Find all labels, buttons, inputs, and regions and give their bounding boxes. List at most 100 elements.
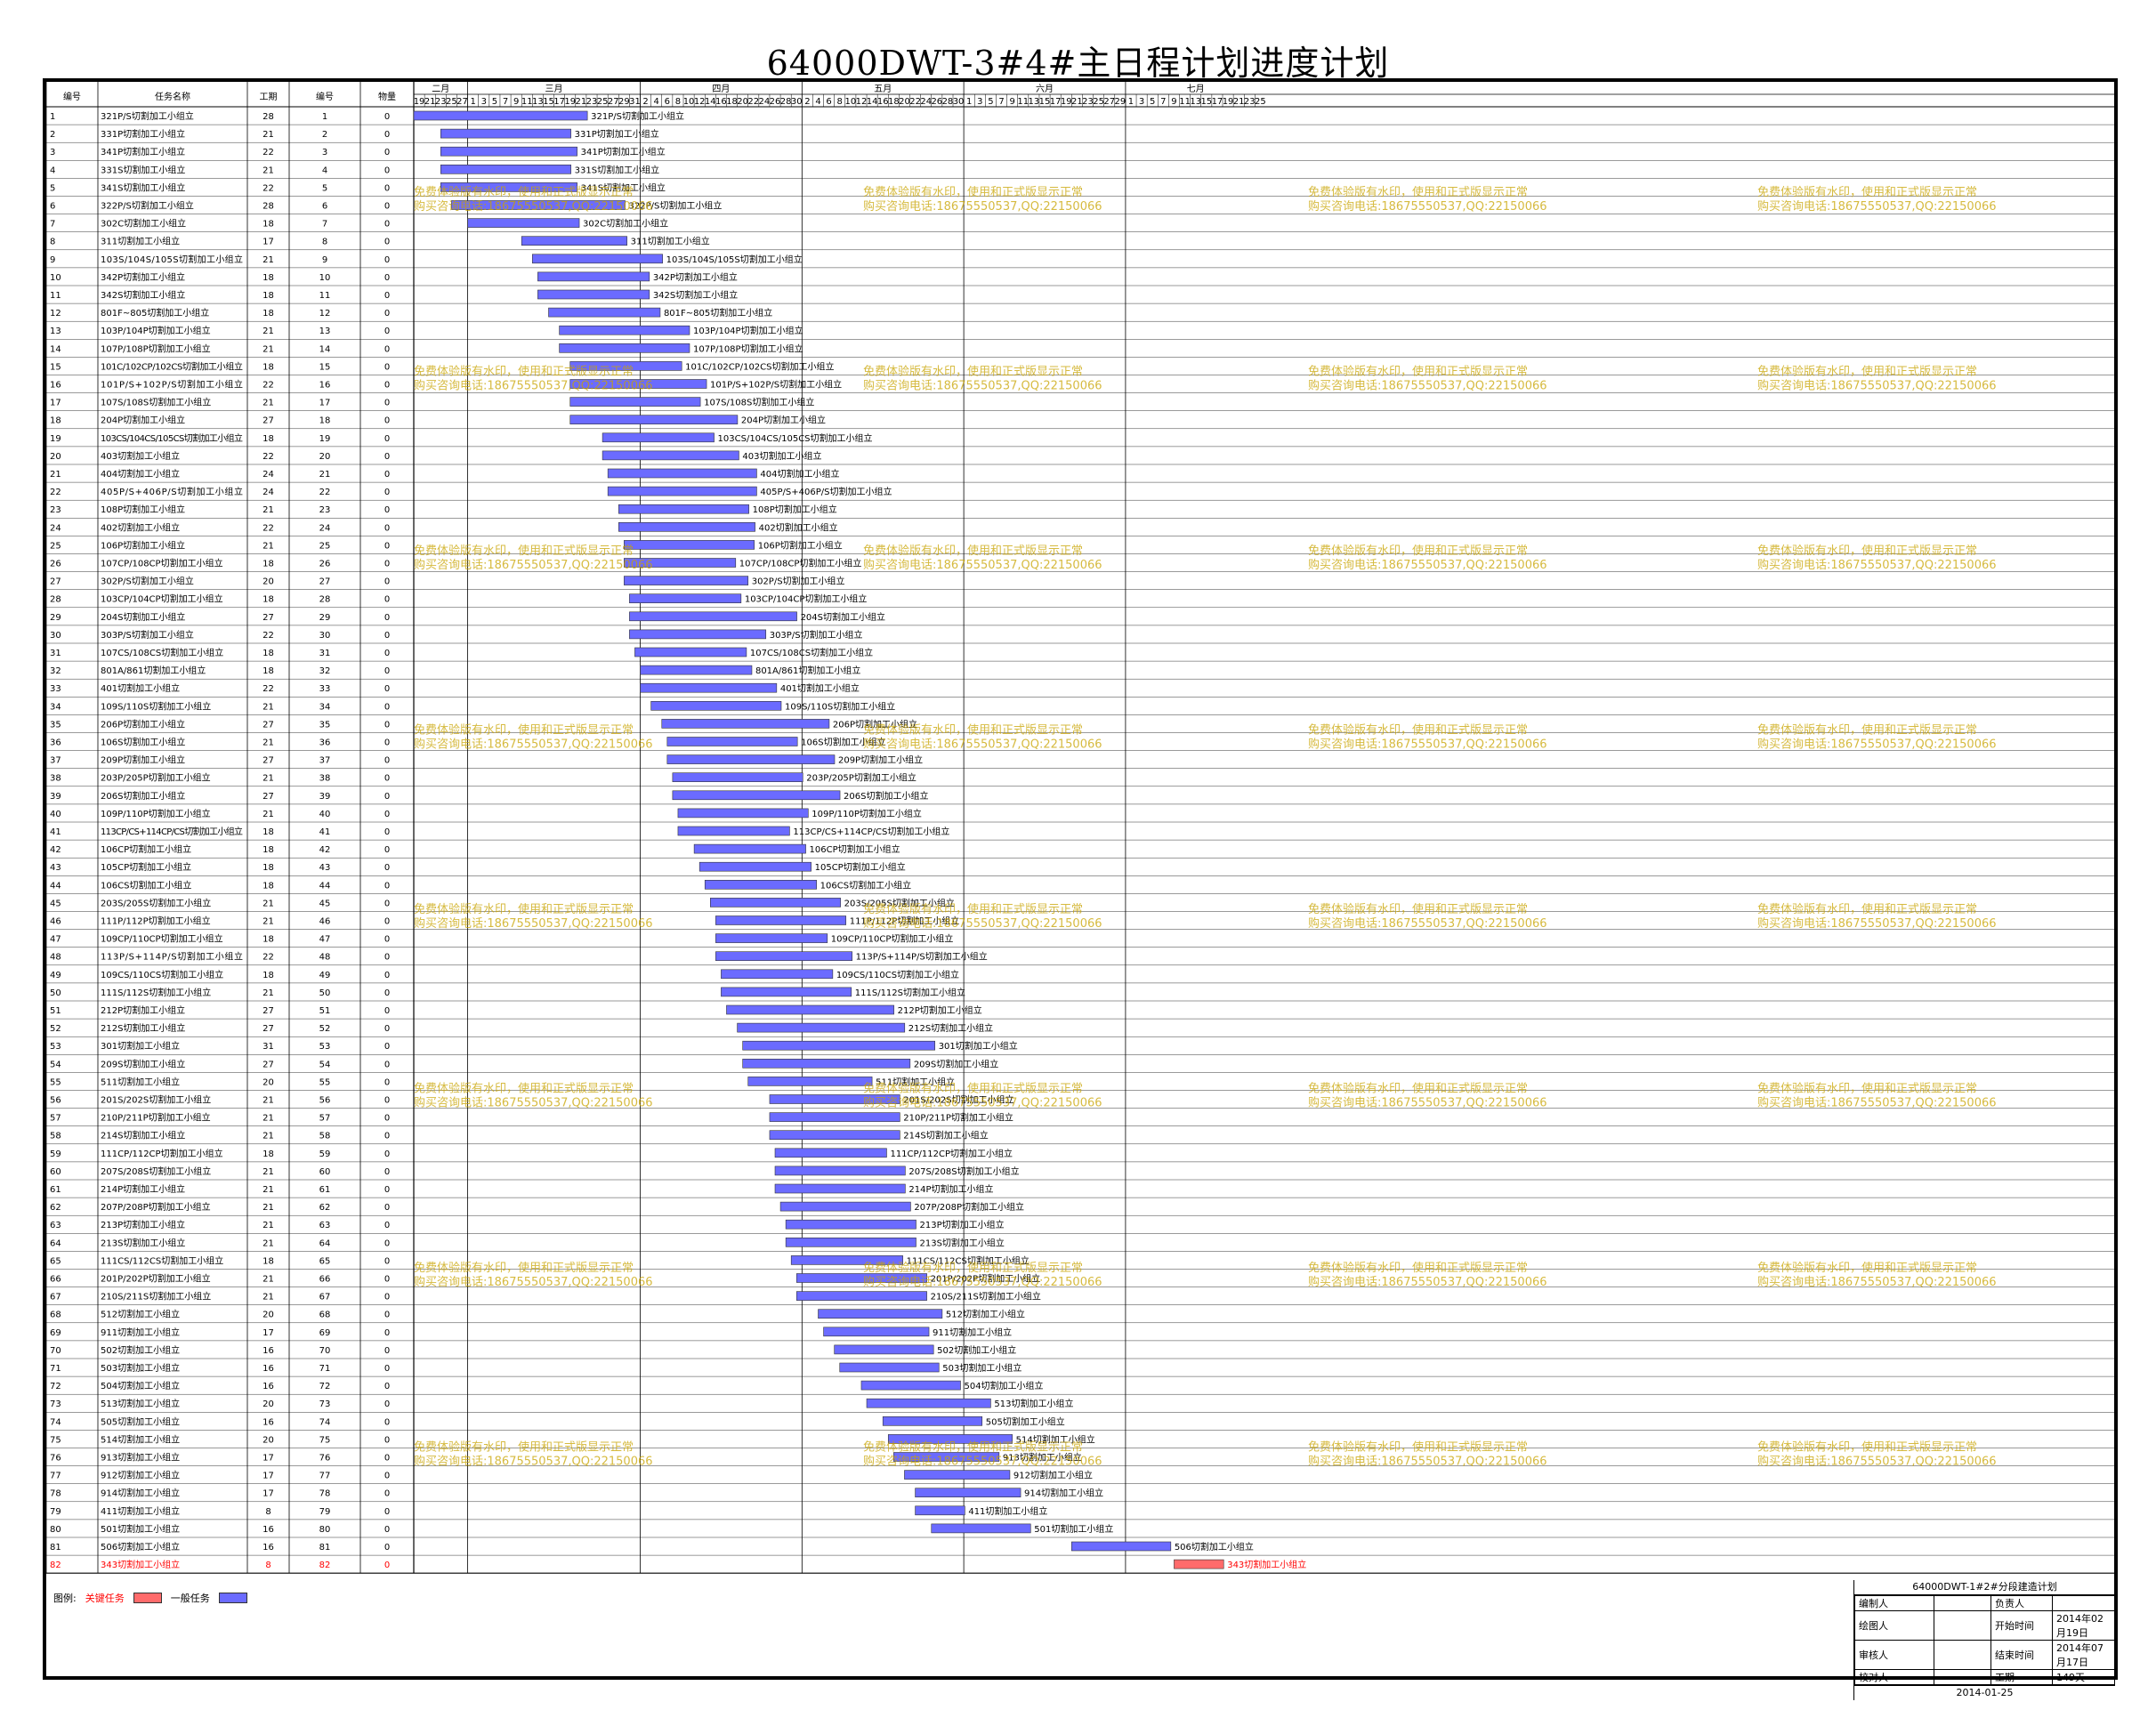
row-duration: 18 xyxy=(262,560,274,569)
task-bar-label: 212P切割加工小组立 xyxy=(898,1004,982,1016)
task-bar-label: 503切割加工小组立 xyxy=(942,1362,1021,1374)
task-bar xyxy=(931,1523,1031,1534)
row-seq: 71 xyxy=(319,1364,331,1374)
row-qty: 0 xyxy=(384,505,390,515)
task-bar xyxy=(672,790,841,801)
task-bar-label: 912切割加工小组立 xyxy=(1013,1470,1093,1481)
watermark-text: 免费体验版有水印，使用和正式版显示正常 xyxy=(1757,723,1977,738)
row-name: 109P/110P切割加工小组立 xyxy=(101,808,211,819)
row-name: 103CP/104CP切割加工小组立 xyxy=(101,593,223,605)
row-duration: 20 xyxy=(262,577,274,587)
day-label: 21 xyxy=(1071,97,1083,107)
row-id: 62 xyxy=(50,1203,61,1213)
row-id: 50 xyxy=(50,988,61,998)
row-name: 301切割加工小组立 xyxy=(101,1040,180,1052)
row-qty: 0 xyxy=(384,1060,390,1069)
day-label: 5 xyxy=(1150,97,1155,107)
row-name: 113P/S+114P/S切割加工小组立 xyxy=(101,951,243,963)
row-name: 210P/211P切割加工小组立 xyxy=(101,1112,211,1124)
day-label: 22 xyxy=(747,97,759,107)
task-bar-label: 111S/112S切割加工小组立 xyxy=(855,987,965,998)
task-bar-label: 213S切割加工小组立 xyxy=(919,1237,1004,1248)
row-qty: 0 xyxy=(384,1561,390,1570)
watermark-text: 免费体验版有水印，使用和正式版显示正常 xyxy=(863,544,1083,558)
day-label: 8 xyxy=(837,97,843,107)
row-duration: 27 xyxy=(262,416,274,426)
row-duration: 27 xyxy=(262,1060,274,1069)
row-name: 103P/104P切割加工小组立 xyxy=(101,325,211,336)
row-qty: 0 xyxy=(384,1543,390,1553)
row-name: 514切割加工小组立 xyxy=(101,1433,180,1445)
day-label: 17 xyxy=(1050,97,1062,107)
row-name: 213S切割加工小组立 xyxy=(101,1237,185,1248)
task-bar-label: 111CS/112CS切割加工小组立 xyxy=(907,1254,1030,1266)
row-id: 9 xyxy=(50,255,55,265)
row-qty: 0 xyxy=(384,845,390,855)
info-row: 绘图人 开始时间 2014年02月19日 xyxy=(1854,1610,2115,1641)
row-id: 74 xyxy=(50,1417,61,1427)
task-bar xyxy=(532,254,663,264)
task-bar xyxy=(537,289,650,300)
row-seq: 9 xyxy=(322,255,327,265)
day-label: 25 xyxy=(597,97,609,107)
task-bar xyxy=(559,325,690,335)
task-bar-label: 107CP/108CP切割加工小组立 xyxy=(739,558,862,569)
task-bar-label: 505切割加工小组立 xyxy=(986,1416,1065,1427)
task-bar xyxy=(666,754,836,764)
task-bar-label: 311切割加工小组立 xyxy=(631,236,710,247)
task-bar-label: 108P切割加工小组立 xyxy=(753,504,837,515)
task-bar xyxy=(569,415,739,425)
row-name: 342S切割加工小组立 xyxy=(101,289,185,301)
month-label: 三月 xyxy=(545,84,563,94)
task-bar-label: 106S切割加工小组立 xyxy=(801,737,885,748)
row-name: 201P/202P切割加工小组立 xyxy=(101,1273,211,1285)
task-bar-label: 103P/104P切割加工小组立 xyxy=(693,325,803,336)
gantt-frame xyxy=(43,78,2118,1680)
info-cell: 结束时间 xyxy=(1990,1640,2053,1670)
row-name: 331P切割加工小组立 xyxy=(101,128,185,140)
watermark-text: 购买咨询电话:18675550537,QQ:22150066 xyxy=(863,1096,1102,1110)
row-duration: 22 xyxy=(262,452,274,462)
watermark-text: 购买咨询电话:18675550537,QQ:22150066 xyxy=(414,199,653,214)
row-name: 111CS/112CS切割加工小组立 xyxy=(101,1254,223,1266)
task-bar-label: 111CP/112CP切割加工小组立 xyxy=(890,1148,1013,1159)
row-id: 19 xyxy=(50,434,61,444)
month-label: 四月 xyxy=(712,84,730,94)
task-bar xyxy=(677,808,809,819)
task-bar-label: 302C切割加工小组立 xyxy=(583,218,668,230)
row-qty: 0 xyxy=(384,1382,390,1391)
row-id: 48 xyxy=(50,953,61,963)
row-qty: 0 xyxy=(384,917,390,927)
task-bar xyxy=(607,468,757,479)
row-seq: 8 xyxy=(322,238,327,247)
row-duration: 18 xyxy=(262,362,274,372)
task-bar xyxy=(440,165,571,174)
task-bar xyxy=(467,218,580,228)
task-bar-label: 107P/108P切割加工小组立 xyxy=(693,343,803,354)
row-qty: 0 xyxy=(384,971,390,980)
row-qty: 0 xyxy=(384,1185,390,1195)
row-duration: 16 xyxy=(262,1417,274,1427)
row-seq: 28 xyxy=(319,595,331,605)
row-qty: 0 xyxy=(384,273,390,283)
row-id: 81 xyxy=(50,1543,61,1553)
row-seq: 21 xyxy=(319,470,331,480)
row-duration: 21 xyxy=(262,1114,274,1124)
watermark-text: 购买咨询电话:18675550537,QQ:22150066 xyxy=(1757,1096,1997,1110)
row-seq: 51 xyxy=(319,1006,331,1016)
row-duration: 16 xyxy=(262,1525,274,1535)
row-duration: 16 xyxy=(262,1364,274,1374)
task-bar-label: 107S/108S切割加工小组立 xyxy=(704,397,814,408)
task-bar xyxy=(769,1130,900,1140)
day-label: 21 xyxy=(575,97,586,107)
task-bar xyxy=(721,969,834,980)
info-box-title: 64000DWT-1#2#分段建造计划 xyxy=(1854,1580,2115,1595)
row-id: 22 xyxy=(50,488,61,497)
row-seq: 54 xyxy=(319,1060,331,1069)
info-cell: 校对人 xyxy=(1854,1669,1934,1685)
row-qty: 0 xyxy=(384,183,390,193)
task-bar-label: 111P/112P切割加工小组立 xyxy=(850,915,960,927)
row-duration: 21 xyxy=(262,541,274,551)
day-label: 6 xyxy=(826,97,831,107)
watermark-text: 免费体验版有水印，使用和正式版显示正常 xyxy=(863,1082,1083,1096)
